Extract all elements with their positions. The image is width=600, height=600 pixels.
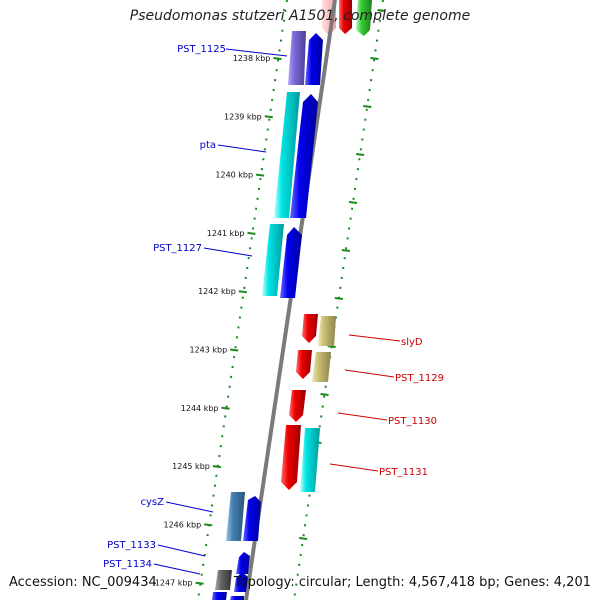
accession-text: Accession: NC_009434 — [9, 575, 157, 590]
gene-cysZ-arrow — [243, 496, 261, 541]
gene-label-PST_1125: PST_1125 — [177, 44, 226, 55]
outer-gene-ring — [293, 0, 386, 600]
gene-arrow — [230, 596, 244, 600]
gene-cysZ-cds — [226, 492, 245, 541]
map-title: Pseudomonas stutzeri A1501, complete gen… — [129, 8, 471, 24]
gene-slyD-cds — [318, 316, 336, 346]
kbp-tick-label: 1245 kbp — [172, 462, 210, 471]
kbp-tick-label: 1242 kbp — [198, 287, 236, 296]
gene-arrow — [212, 592, 227, 600]
kbp-tick-mark — [230, 348, 239, 352]
gene-PST_1134-arrow — [234, 572, 248, 592]
gene-PST_1133-arrow — [236, 552, 250, 574]
gene-pta-arrow — [290, 94, 318, 218]
gene-PST_1125-cds — [288, 31, 306, 85]
kbp-tick-label: 1240 kbp — [215, 171, 253, 180]
genome-backbone — [244, 0, 337, 600]
inner-gene-ring — [197, 0, 288, 600]
gene-PST_1125-arrow — [305, 33, 323, 85]
gene-label-slyD: slyD — [401, 337, 423, 348]
gene-arrow — [339, 0, 352, 34]
gene-PST_1127-cds — [262, 224, 284, 296]
kbp-tick-label: 1247 kbp — [155, 579, 193, 588]
gene-PST_1129-cds — [312, 352, 331, 382]
gene-label-cysZ: cysZ — [141, 497, 165, 508]
kbp-tick-label: 1238 kbp — [233, 54, 271, 63]
topology-text: Topology: circular; Length: 4,567,418 bp… — [233, 575, 591, 590]
kbp-tick-label: 1246 kbp — [164, 520, 202, 529]
gene-PST_1131-arrow — [281, 425, 301, 490]
kbp-tick-mark — [264, 115, 273, 119]
kbp-tick-mark — [204, 523, 213, 527]
gene-PST_1134-cds — [215, 570, 232, 590]
gene-label-pta: pta — [200, 140, 216, 151]
kbp-tick-mark — [238, 290, 247, 294]
gene-PST_1130-arrow — [289, 390, 306, 422]
gene-pta-cds — [274, 92, 300, 218]
kbp-tick-label: 1241 kbp — [207, 229, 245, 238]
gene-PST_1127-arrow — [280, 227, 302, 298]
kbp-tick-mark — [212, 465, 221, 469]
kbp-tick-mark — [273, 57, 282, 60]
gene-label-PST_1127: PST_1127 — [153, 243, 202, 254]
gene-label-PST_1131: PST_1131 — [379, 467, 428, 478]
gene-PST_1129-arrow — [296, 350, 312, 379]
gene-PST_1131-cds — [300, 428, 320, 492]
kbp-tick-mark — [195, 581, 204, 585]
gene-arrow — [356, 0, 372, 36]
gene-slyD-arrow — [302, 314, 318, 343]
gene-label-PST_1130: PST_1130 — [388, 416, 437, 427]
kbp-tick-label: 1243 kbp — [189, 346, 227, 355]
kbp-tick-mark — [255, 173, 265, 177]
label-leaders — [153, 48, 401, 575]
gene-label-PST_1133: PST_1133 — [107, 540, 156, 551]
gene-label-PST_1129: PST_1129 — [395, 373, 444, 384]
kbp-tick-label: 1239 kbp — [224, 112, 262, 121]
gene-label-PST_1134: PST_1134 — [103, 559, 152, 570]
kbp-tick-mark — [221, 406, 230, 410]
kbp-tick-mark — [247, 231, 256, 235]
kbp-tick-label: 1244 kbp — [181, 404, 219, 413]
